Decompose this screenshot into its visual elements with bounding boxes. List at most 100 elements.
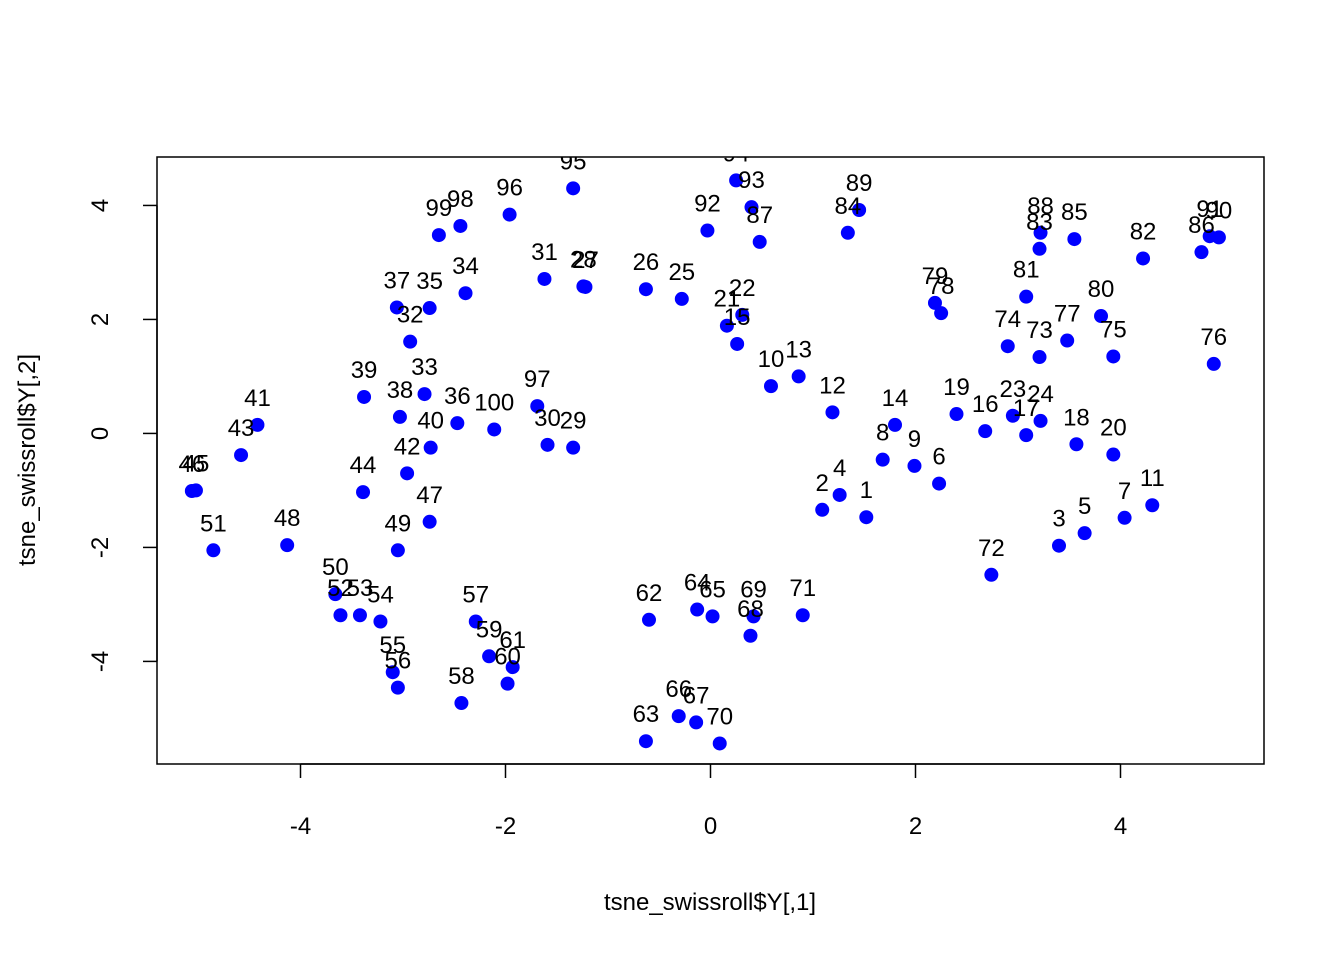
point-label: 91 [1196, 196, 1223, 223]
scatter-point [744, 200, 759, 215]
point-label: 75 [1100, 316, 1127, 343]
scatter-point [712, 736, 727, 751]
y-tick-label: 4 [87, 199, 114, 212]
point-label: 48 [274, 505, 301, 532]
point-label: 14 [882, 385, 909, 412]
scatter-point [1033, 225, 1048, 240]
point-label: 52 [327, 575, 354, 602]
scatter-point [1000, 339, 1015, 354]
scatter-point [333, 608, 348, 623]
point-label: 8 [876, 420, 889, 447]
point-label: 50 [322, 554, 349, 581]
point-label: 27 [572, 247, 599, 274]
x-axis: -4 -2 0 2 4 [290, 763, 1127, 840]
scatter-point [500, 676, 515, 691]
point-label: 23 [1000, 376, 1027, 403]
point-label: 55 [379, 632, 406, 659]
scatter-point [390, 680, 405, 695]
point-label: 16 [972, 391, 999, 418]
point-label: 64 [684, 570, 711, 597]
scatter-point [719, 318, 734, 333]
point-label: 86 [1188, 212, 1215, 239]
scatter-point [1194, 245, 1209, 260]
scatter-point [852, 203, 867, 218]
y-tick-label: -2 [87, 537, 114, 558]
scatter-point [674, 291, 689, 306]
scatter-point [1202, 229, 1217, 244]
point-label: 88 [1027, 193, 1054, 220]
scatter-point [1033, 413, 1048, 428]
scatter-point [537, 271, 552, 286]
scatter-point [730, 336, 745, 351]
point-label: 83 [1026, 209, 1053, 236]
scatter-point [888, 417, 902, 432]
scatter-point [795, 608, 810, 623]
point-label: 31 [531, 239, 558, 266]
x-tick-label: 4 [1114, 813, 1127, 840]
point-label: 3 [1052, 506, 1065, 533]
scatter-point [482, 649, 497, 664]
point-label: 2 [816, 470, 829, 497]
scatter-point [1060, 333, 1075, 348]
scatter-point [1094, 309, 1109, 324]
scatter-point [1019, 428, 1034, 443]
scatter-point [690, 602, 705, 617]
scatter-point [453, 218, 468, 233]
scatter-point [735, 307, 750, 322]
point-label: 26 [633, 249, 660, 276]
point-label: 81 [1013, 257, 1040, 284]
scatter-point [422, 301, 437, 316]
x-tick-label: 2 [909, 813, 922, 840]
point-label: 42 [394, 433, 421, 460]
point-label: 96 [496, 175, 523, 202]
point-label: 6 [932, 444, 945, 471]
point-label: 85 [1061, 199, 1088, 226]
scatter-point [638, 282, 653, 297]
scatter-point [373, 614, 388, 629]
point-label: 7 [1118, 478, 1131, 505]
point-label: 46 [178, 451, 205, 478]
point-label: 56 [385, 648, 412, 675]
scatter-point [385, 665, 400, 680]
scatter-point [1005, 408, 1020, 423]
point-label: 61 [499, 627, 526, 654]
point-label: 43 [228, 415, 255, 442]
point-label: 67 [683, 682, 710, 709]
scatter-point [417, 387, 432, 402]
scatter-point [487, 422, 502, 437]
scatter-point [1106, 447, 1121, 462]
point-label: 58 [448, 663, 475, 690]
point-label: 66 [665, 676, 692, 703]
point-label: 72 [978, 535, 1005, 562]
point-label: 5 [1078, 493, 1091, 520]
scatter-point [875, 452, 890, 467]
point-label: 12 [819, 372, 846, 399]
scatter-point [566, 181, 581, 196]
scatter-point [729, 173, 744, 188]
y-axis-title: tsne_swissroll$Y[,2] [14, 354, 41, 566]
point-label: 9 [908, 426, 921, 453]
point-label: 30 [534, 405, 561, 432]
point-label: 77 [1054, 301, 1081, 328]
scatter-point [450, 416, 465, 431]
scatter-point [566, 440, 581, 455]
scatter-point [1136, 251, 1151, 266]
x-tick-label: 0 [704, 813, 717, 840]
point-label: 92 [694, 191, 721, 218]
point-label: 76 [1200, 324, 1227, 351]
scatter-point [752, 234, 767, 249]
scatter-point [530, 399, 545, 414]
point-label: 74 [994, 306, 1021, 333]
point-label: 39 [351, 357, 378, 384]
scatter-point [250, 417, 265, 432]
y-tick-label: 2 [87, 313, 114, 326]
scatter-point [328, 587, 343, 602]
point-label: 73 [1026, 317, 1053, 344]
point-label: 44 [350, 452, 377, 479]
scatter-point [454, 696, 469, 711]
point-label: 53 [347, 575, 374, 602]
point-label: 18 [1063, 404, 1090, 431]
scatter-point [932, 476, 947, 491]
point-label: 79 [922, 263, 949, 290]
